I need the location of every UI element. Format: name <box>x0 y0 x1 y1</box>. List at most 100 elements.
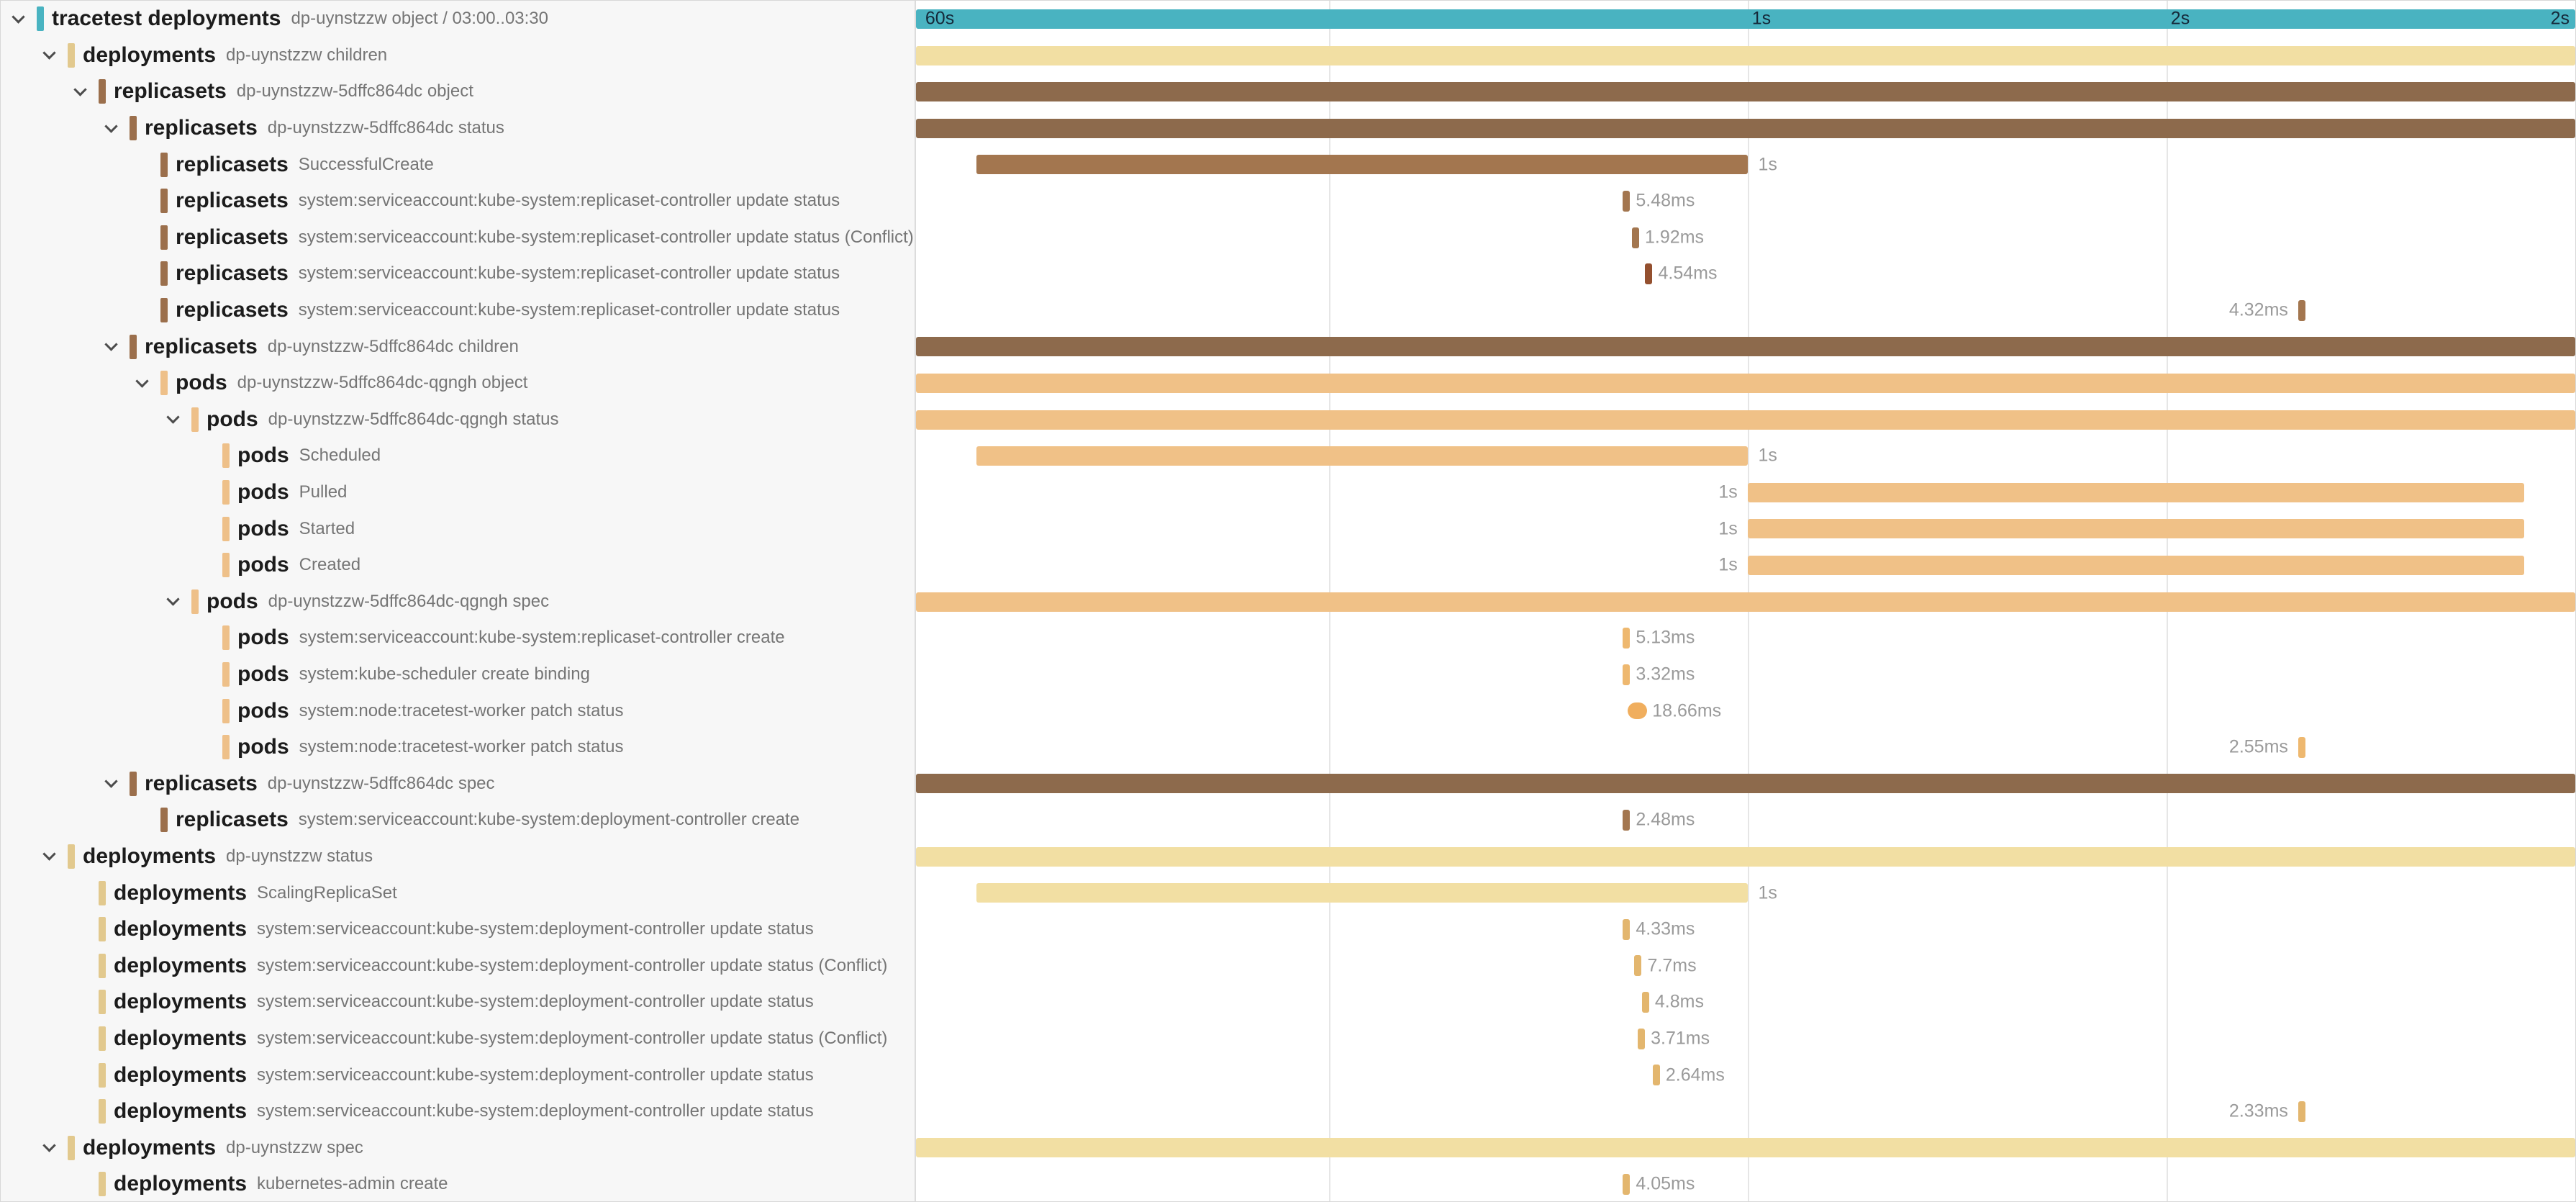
chevron-down-icon[interactable] <box>73 83 99 99</box>
span-timeline-row: 2.48ms <box>916 802 2575 839</box>
span-duration-bar[interactable] <box>1747 519 2524 539</box>
span-tree-row[interactable]: replicasets dp-uynstzzw-5dffc864dc object <box>1 73 915 110</box>
chevron-down-icon[interactable] <box>166 410 191 426</box>
chevron-down-icon[interactable] <box>104 774 130 790</box>
span-tree-row[interactable]: deployments dp-uynstzzw spec <box>1 1129 915 1166</box>
span-tree-row[interactable]: replicasets system:serviceaccount:kube-sy… <box>1 220 915 256</box>
span-tree-row[interactable]: pods Created <box>1 547 915 584</box>
span-tree-row[interactable]: pods Started <box>1 510 915 547</box>
span-duration-bar[interactable] <box>916 592 2575 612</box>
span-tree-row[interactable]: deployments system:serviceaccount:kube-sy… <box>1 1021 915 1057</box>
span-tree-row[interactable]: deployments system:serviceaccount:kube-sy… <box>1 1093 915 1130</box>
span-detail: dp-uynstzzw object / 03:00..03:30 <box>291 9 549 29</box>
span-duration-bar[interactable] <box>976 155 1749 175</box>
span-color-chip <box>160 261 168 286</box>
span-tree-row[interactable]: pods dp-uynstzzw-5dffc864dc-qgngh status <box>1 402 915 438</box>
chevron-down-icon[interactable] <box>42 847 68 863</box>
span-duration-bar[interactable] <box>916 45 2575 65</box>
span-color-chip <box>130 116 137 141</box>
span-tree-row[interactable]: replicasets system:serviceaccount:kube-sy… <box>1 183 915 220</box>
span-name: deployments <box>114 1172 248 1196</box>
span-duration-bar[interactable] <box>1638 1028 1646 1049</box>
span-duration-bar[interactable] <box>1623 664 1631 685</box>
span-duration-bar[interactable] <box>2298 736 2305 758</box>
span-tree-row[interactable]: deployments system:serviceaccount:kube-sy… <box>1 984 915 1021</box>
span-duration-bar[interactable] <box>916 410 2575 430</box>
span-timeline-row <box>916 365 2575 402</box>
span-color-chip <box>99 1026 106 1051</box>
span-tree-row[interactable]: pods system:kube-scheduler create binding <box>1 656 915 693</box>
span-name: tracetest deployments <box>52 6 281 31</box>
span-duration-bar[interactable] <box>976 446 1749 466</box>
span-duration-bar[interactable] <box>1652 1065 1660 1086</box>
span-tree-row[interactable]: deployments dp-uynstzzw children <box>1 37 915 74</box>
span-duration-bar[interactable] <box>916 9 2575 29</box>
chevron-down-icon[interactable] <box>104 338 130 353</box>
span-duration-bar[interactable] <box>916 337 2575 357</box>
span-duration-bar[interactable] <box>916 846 2575 867</box>
span-tree-row[interactable]: pods system:node:tracetest-worker patch s… <box>1 729 915 766</box>
span-tree-row[interactable]: replicasets system:serviceaccount:kube-sy… <box>1 256 915 292</box>
span-timeline-row: 1.92ms <box>916 220 2575 256</box>
span-duration-bar[interactable] <box>1623 810 1631 831</box>
span-tree-row[interactable]: deployments system:serviceaccount:kube-sy… <box>1 911 915 948</box>
span-duration-label: 5.13ms <box>1636 627 1695 648</box>
span-tree-row[interactable]: deployments system:serviceaccount:kube-sy… <box>1 947 915 984</box>
span-detail: system:serviceaccount:kube-system:replic… <box>298 300 840 320</box>
span-tree-row[interactable]: deployments ScalingReplicaSet <box>1 875 915 911</box>
span-duration-label: 4.33ms <box>1636 918 1695 939</box>
chevron-down-icon[interactable] <box>42 1139 68 1154</box>
span-timeline-row: 4.05ms <box>916 1166 2575 1201</box>
span-tree-row[interactable]: replicasets system:serviceaccount:kube-sy… <box>1 292 915 329</box>
span-name: pods <box>207 589 258 613</box>
span-tree-row[interactable]: pods Scheduled <box>1 438 915 474</box>
span-duration-bar[interactable] <box>1634 955 1642 977</box>
chevron-down-icon[interactable] <box>135 374 160 390</box>
span-duration-bar[interactable] <box>1623 1174 1631 1195</box>
span-detail: dp-uynstzzw status <box>226 846 373 866</box>
span-duration-label: 3.32ms <box>1636 664 1695 684</box>
span-tree-row[interactable]: deployments kubernetes-admin create <box>1 1166 915 1201</box>
span-tree-row[interactable]: pods dp-uynstzzw-5dffc864dc-qgngh object <box>1 365 915 402</box>
chevron-down-icon[interactable] <box>12 10 37 26</box>
span-duration-bar[interactable] <box>1623 628 1631 649</box>
span-tree-row[interactable]: pods dp-uynstzzw-5dffc864dc-qgngh spec <box>1 584 915 620</box>
span-duration-bar[interactable] <box>1747 555 2524 575</box>
span-tree-row[interactable]: pods system:serviceaccount:kube-system:re… <box>1 620 915 656</box>
span-tree-row[interactable]: replicasets dp-uynstzzw-5dffc864dc status <box>1 110 915 147</box>
span-duration-bar[interactable] <box>1747 482 2524 502</box>
span-tree-row[interactable]: replicasets SuccessfulCreate <box>1 146 915 183</box>
span-duration-bar[interactable] <box>2298 1101 2305 1122</box>
span-tree-row[interactable]: pods Pulled <box>1 474 915 511</box>
chevron-down-icon[interactable] <box>104 119 130 135</box>
span-duration-bar[interactable] <box>1623 918 1631 940</box>
span-detail: dp-uynstzzw-5dffc864dc-qgngh status <box>268 409 559 429</box>
chevron-down-icon[interactable] <box>42 46 68 62</box>
span-duration-bar[interactable] <box>916 82 2575 102</box>
span-detail: system:serviceaccount:kube-system:deploy… <box>298 810 800 830</box>
span-tree-row[interactable]: tracetest deployments dp-uynstzzw object … <box>1 1 915 37</box>
span-tree-row[interactable]: deployments system:serviceaccount:kube-sy… <box>1 1057 915 1093</box>
span-duration-bar[interactable] <box>916 774 2575 794</box>
span-name: replicasets <box>176 298 289 322</box>
span-duration-bar[interactable] <box>976 883 1749 903</box>
span-duration-bar[interactable] <box>916 118 2575 138</box>
span-duration-bar[interactable] <box>2298 299 2305 321</box>
span-duration-bar[interactable] <box>1632 227 1640 248</box>
span-tree-row[interactable]: pods system:node:tracetest-worker patch s… <box>1 692 915 729</box>
span-color-chip <box>222 735 230 760</box>
span-duration-bar[interactable] <box>916 1138 2575 1158</box>
span-duration-bar[interactable] <box>1623 190 1631 212</box>
span-tree-row[interactable]: replicasets dp-uynstzzw-5dffc864dc childr… <box>1 328 915 365</box>
span-duration-bar[interactable] <box>1641 992 1649 1013</box>
span-duration-label: 4.54ms <box>1658 263 1718 284</box>
span-tree-row[interactable]: replicasets system:serviceaccount:kube-sy… <box>1 802 915 839</box>
span-duration-bar[interactable] <box>1628 702 1648 720</box>
chevron-down-icon[interactable] <box>166 592 191 608</box>
span-tree-row[interactable]: replicasets dp-uynstzzw-5dffc864dc spec <box>1 765 915 802</box>
span-tree-row[interactable]: deployments dp-uynstzzw status <box>1 839 915 875</box>
span-name: deployments <box>114 917 248 941</box>
span-name: pods <box>237 553 289 577</box>
span-duration-bar[interactable] <box>1645 263 1653 285</box>
span-duration-bar[interactable] <box>916 373 2575 393</box>
